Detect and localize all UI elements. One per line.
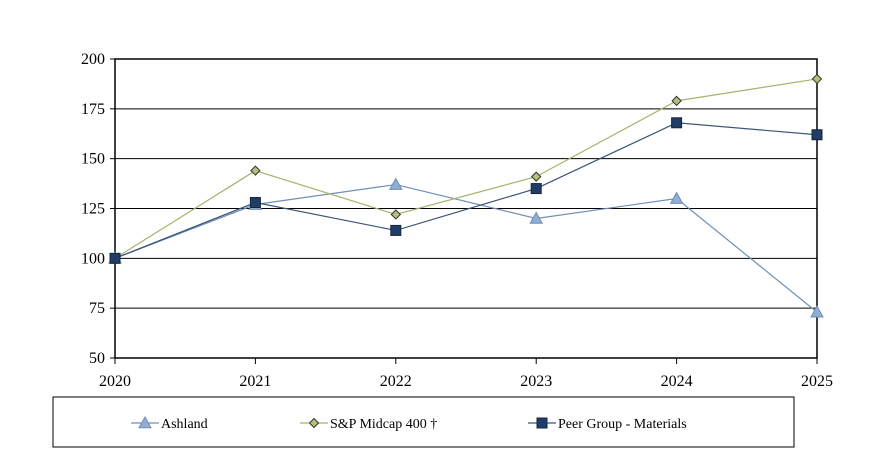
y-tick-label: 175: [81, 101, 105, 118]
x-tick-label: 2025: [801, 373, 833, 390]
y-tick-label: 200: [81, 51, 105, 68]
y-tick-label: 150: [81, 151, 105, 168]
data-point-diamond: [250, 165, 261, 176]
legend-marker: [536, 417, 548, 429]
legend-marker: [308, 417, 320, 429]
data-point-square: [109, 252, 121, 264]
legend-box: [52, 396, 795, 448]
data-point-triangle: [388, 177, 403, 190]
series-diamond: [109, 73, 823, 264]
data-point-square: [530, 183, 542, 195]
x-tick-label: 2020: [99, 373, 131, 390]
x-tick-label: 2022: [380, 373, 412, 390]
y-tick-label: 50: [89, 350, 105, 367]
legend-label: Ashland: [161, 417, 208, 432]
legend-marker: [138, 415, 152, 429]
data-point-triangle: [529, 211, 544, 224]
series-line-triangle: [114, 183, 818, 313]
series-triangle: [108, 177, 824, 318]
y-tick-label: 100: [81, 250, 105, 267]
x-axis: 2020 2021 2022 2023 2024 2025: [99, 358, 833, 390]
legend-entry-diamond: S&P Midcap 400 †: [300, 417, 437, 432]
data-point-diamond: [811, 73, 823, 85]
data-point-diamond: [530, 171, 542, 182]
y-axis: 50 75 100 125 150 175 200: [81, 51, 115, 367]
x-tick-label: 2021: [239, 373, 271, 390]
data-point-diamond: [671, 95, 682, 107]
data-point-square: [671, 117, 683, 129]
legend-label: Peer Group - Materials: [558, 417, 687, 432]
data-point-triangle: [669, 191, 684, 204]
legend-label: S&P Midcap 400 †: [330, 417, 437, 432]
y-tick-label: 75: [89, 300, 105, 317]
data-point-square: [249, 197, 261, 209]
legend-entry-square: Peer Group - Materials: [528, 417, 687, 432]
series-group: [108, 73, 824, 318]
series-square: [109, 117, 823, 264]
x-tick-label: 2023: [520, 373, 552, 390]
y-tick-label: 125: [81, 201, 105, 218]
grid-lines: [114, 58, 818, 359]
legend: Ashland S&P Midcap 400 † Peer Group - Mate…: [52, 396, 795, 448]
data-point-triangle: [810, 305, 824, 318]
data-point-square: [811, 129, 823, 141]
x-tick-label: 2024: [661, 373, 693, 390]
data-point-square: [390, 224, 402, 236]
series-line-square: [114, 122, 818, 259]
legend-entry-triangle: Ashland: [131, 415, 208, 432]
data-point-diamond: [390, 209, 402, 220]
series-line-diamond: [114, 78, 818, 259]
